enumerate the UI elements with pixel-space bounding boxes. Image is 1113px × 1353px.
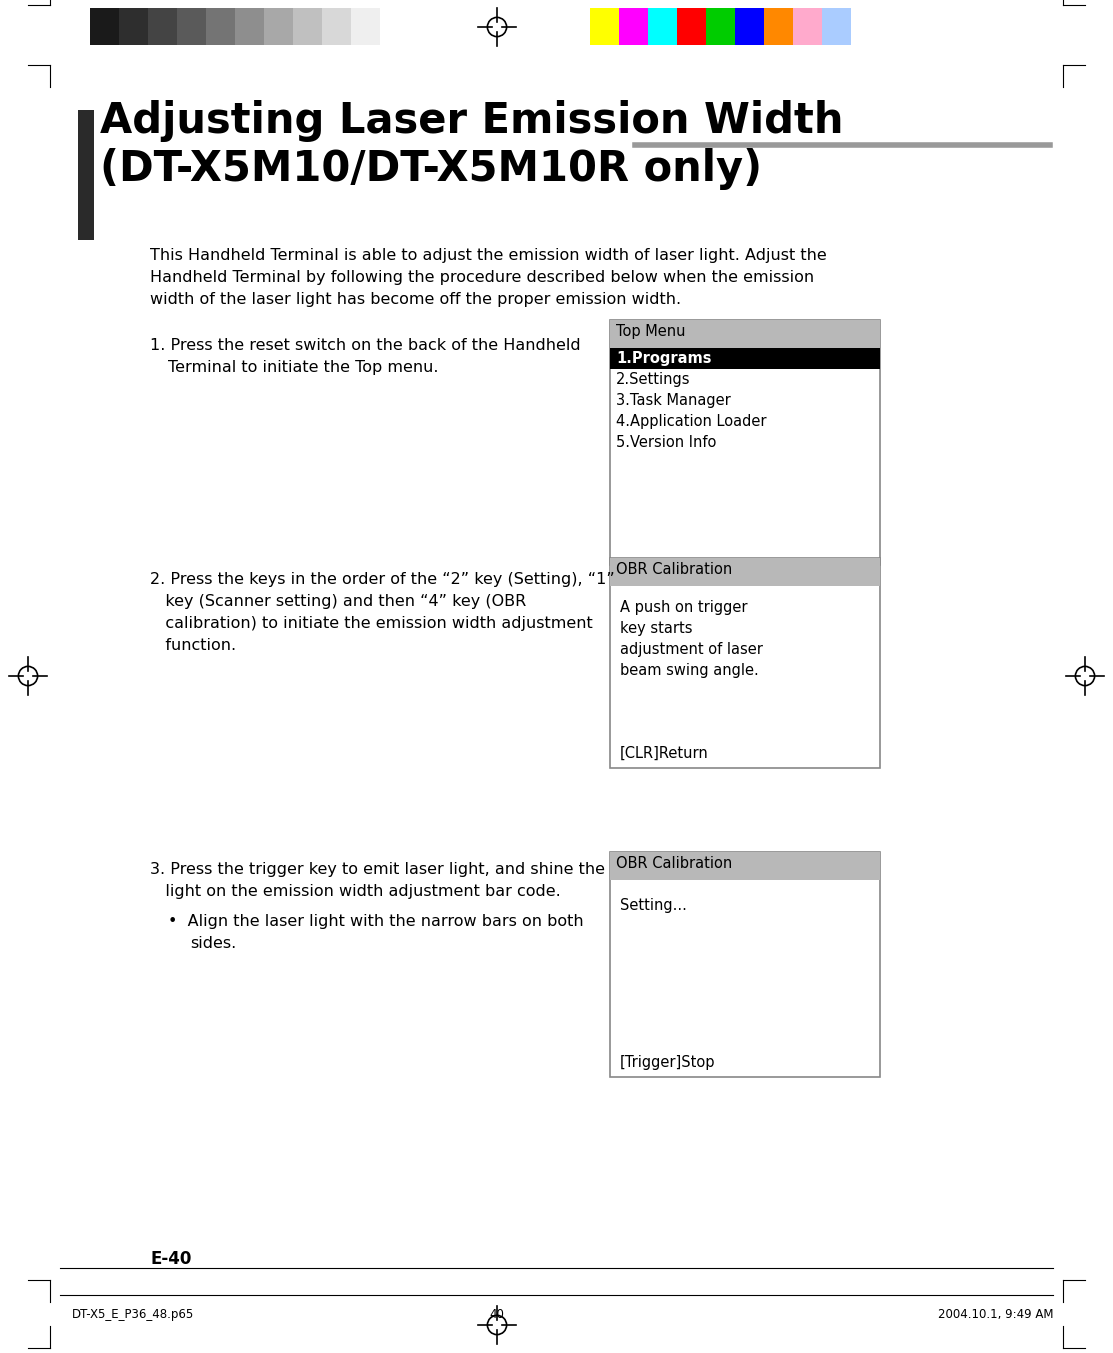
Text: [CLR]Return: [CLR]Return — [620, 746, 709, 760]
Bar — [677, 8, 706, 45]
Bar — [235, 8, 264, 45]
Bar — [78, 110, 93, 239]
Text: •  Align the laser light with the narrow bars on both: • Align the laser light with the narrow … — [168, 915, 583, 930]
Text: 40: 40 — [490, 1308, 504, 1321]
Bar — [264, 8, 293, 45]
Text: E-40: E-40 — [150, 1250, 191, 1268]
Text: DT-X5_E_P36_48.p65: DT-X5_E_P36_48.p65 — [72, 1308, 195, 1321]
Bar — [619, 8, 648, 45]
Text: key (Scanner setting) and then “4” key (OBR: key (Scanner setting) and then “4” key (… — [150, 594, 526, 609]
Text: 5.Version Info: 5.Version Info — [615, 436, 717, 451]
Bar — [610, 557, 880, 769]
Text: light on the emission width adjustment bar code.: light on the emission width adjustment b… — [150, 884, 561, 898]
Text: 1. Press the reset switch on the back of the Handheld: 1. Press the reset switch on the back of… — [150, 338, 581, 353]
Bar — [706, 8, 735, 45]
Bar — [322, 8, 351, 45]
Bar — [851, 8, 880, 45]
Text: 3.Task Manager: 3.Task Manager — [615, 392, 731, 409]
Bar — [823, 8, 851, 45]
Text: beam swing angle.: beam swing angle. — [620, 663, 759, 678]
Text: sides.: sides. — [190, 936, 236, 951]
Bar — [735, 8, 764, 45]
Text: adjustment of laser: adjustment of laser — [620, 643, 762, 658]
Bar — [610, 852, 880, 879]
Text: 4.Application Loader: 4.Application Loader — [615, 414, 767, 429]
Text: key starts: key starts — [620, 621, 692, 636]
Text: function.: function. — [150, 639, 236, 653]
Text: (DT-X5M10/DT-X5M10R only): (DT-X5M10/DT-X5M10R only) — [100, 147, 762, 189]
Text: Terminal to initiate the Top menu.: Terminal to initiate the Top menu. — [168, 360, 439, 375]
Text: OBR Calibration: OBR Calibration — [615, 856, 732, 871]
Text: width of the laser light has become off the proper emission width.: width of the laser light has become off … — [150, 292, 681, 307]
Bar — [590, 8, 619, 45]
Text: This Handheld Terminal is able to adjust the emission width of laser light. Adju: This Handheld Terminal is able to adjust… — [150, 248, 827, 262]
Text: Top Menu: Top Menu — [615, 323, 686, 340]
Bar — [792, 8, 823, 45]
Text: OBR Calibration: OBR Calibration — [615, 561, 732, 576]
Bar — [610, 557, 880, 586]
Text: Setting...: Setting... — [620, 898, 687, 913]
Bar — [610, 348, 880, 369]
Text: Handheld Terminal by following the procedure described below when the emission: Handheld Terminal by following the proce… — [150, 271, 814, 285]
Text: 3. Press the trigger key to emit laser light, and shine the: 3. Press the trigger key to emit laser l… — [150, 862, 605, 877]
Text: [Trigger]Stop: [Trigger]Stop — [620, 1055, 716, 1070]
Text: 2004.10.1, 9:49 AM: 2004.10.1, 9:49 AM — [937, 1308, 1053, 1321]
Bar — [293, 8, 322, 45]
Text: 2. Press the keys in the order of the “2” key (Setting), “1”: 2. Press the keys in the order of the “2… — [150, 572, 614, 587]
Bar — [90, 8, 119, 45]
Bar — [764, 8, 792, 45]
Text: 2.Settings: 2.Settings — [615, 372, 690, 387]
Text: Adjusting Laser Emission Width: Adjusting Laser Emission Width — [100, 100, 844, 142]
Text: A push on trigger: A push on trigger — [620, 599, 748, 616]
Bar — [206, 8, 235, 45]
Bar — [610, 321, 880, 566]
Bar — [648, 8, 677, 45]
Text: calibration) to initiate the emission width adjustment: calibration) to initiate the emission wi… — [150, 616, 593, 630]
Bar — [177, 8, 206, 45]
Bar — [148, 8, 177, 45]
Bar — [610, 321, 880, 348]
Bar — [610, 852, 880, 1077]
Bar — [119, 8, 148, 45]
Text: 1.Programs: 1.Programs — [615, 350, 711, 367]
Bar — [351, 8, 380, 45]
